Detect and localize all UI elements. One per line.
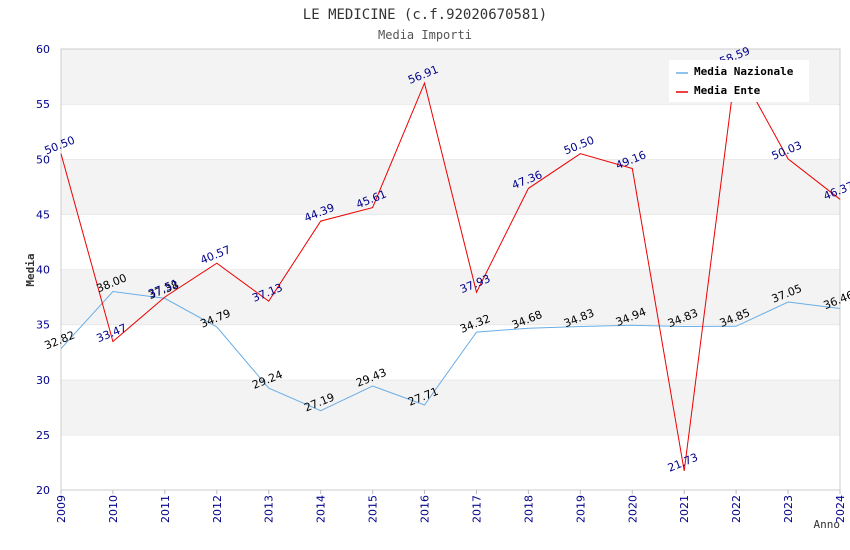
x-tick-label: 2012 [211, 495, 224, 523]
grid-band [61, 324, 840, 380]
series-lines [60, 62, 841, 471]
series-line-media-ente [60, 62, 841, 471]
grid-band [61, 104, 840, 160]
x-tick-label: 2018 [522, 495, 535, 523]
x-tick-label: 2024 [834, 495, 847, 523]
x-axis-label: Anno [814, 518, 841, 531]
x-tick-label: 2021 [678, 495, 691, 523]
y-axis-label: Media [24, 253, 37, 286]
x-axis: 2009 2010 2011 2012 2013 2014 2015 2016 2017 2018… [55, 490, 847, 523]
x-tick-label: 2017 [470, 495, 483, 523]
x-tick-label: 2009 [55, 495, 68, 523]
legend-label-media-ente: Media Ente [694, 84, 761, 97]
y-tick-label: 20 [36, 484, 50, 497]
series-line-media-nazionale [60, 290, 841, 412]
x-tick-label: 2015 [367, 495, 380, 523]
grid-band [61, 214, 840, 270]
x-tick-label: 2010 [107, 495, 120, 523]
x-tick-label: 2019 [574, 495, 587, 523]
grid-band [61, 379, 840, 435]
grid-bands [61, 48, 840, 490]
x-tick-label: 2023 [782, 495, 795, 523]
x-tick-label: 2014 [315, 495, 328, 523]
legend-box [669, 60, 809, 102]
y-tick-label: 45 [36, 208, 50, 221]
legend: Media Nazionale Media Ente [669, 60, 809, 102]
grid-band [61, 269, 840, 325]
y-tick-label: 50 [36, 153, 50, 166]
chart-subtitle: Media Importi [378, 28, 472, 42]
x-tick-label: 2020 [626, 495, 639, 523]
x-tick-label: 2022 [730, 495, 743, 523]
plot-area-border [60, 48, 841, 491]
y-tick-label: 60 [36, 43, 50, 56]
x-tick-label: 2013 [263, 495, 276, 523]
y-tick-label: 40 [36, 264, 50, 277]
y-tick-label: 55 [36, 98, 50, 111]
y-tick-label: 35 [36, 319, 50, 332]
chart-title: LE MEDICINE (c.f.92020670581) [303, 7, 547, 23]
legend-label-media-nazionale: Media Nazionale [694, 65, 794, 78]
y-tick-label: 30 [36, 374, 50, 387]
x-tick-label: 2016 [419, 495, 432, 523]
y-axis: 20 25 30 35 40 45 50 55 60 [36, 43, 50, 497]
grid-band [61, 434, 840, 490]
y-tick-label: 25 [36, 429, 50, 442]
x-tick-label: 2011 [159, 495, 172, 523]
